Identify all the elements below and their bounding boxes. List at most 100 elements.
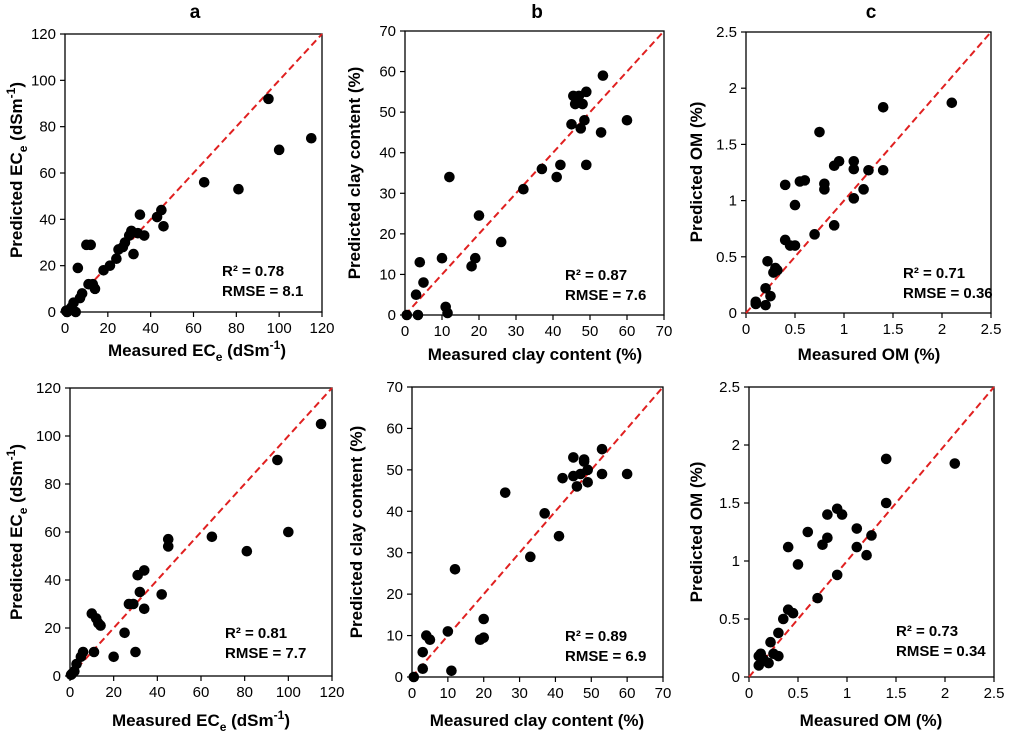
y-axis-label: Predicted ECe (dSm-1) [4,444,30,620]
data-point [822,532,833,544]
data-point [782,541,794,553]
data-point [162,541,174,552]
data-point [819,178,830,190]
r-squared-label: R² = 0.87 [565,267,627,284]
y-tick-label: 1.5 [716,136,737,153]
data-point [401,309,413,321]
data-point [789,199,801,211]
x-tick-label: 20 [99,320,116,337]
data-point [134,586,146,598]
data-point [568,452,579,463]
scatter-panel-ec-bottom: 0 20 40 60 80 100 120 0 20 40 60 80 100 120 R² = 0.81 R… [4,380,345,734]
data-point [596,443,608,455]
data-point [412,309,424,321]
data-point [536,163,548,175]
x-tick-label: 40 [547,685,564,702]
y-tick-label: 1 [732,553,740,570]
data-point [283,526,294,538]
y-tick-label: 30 [386,545,403,562]
x-tick-label: 30 [508,323,525,340]
x-tick-label: 100 [276,684,301,701]
y-tick-label: 20 [379,226,396,243]
y-tick-label: 40 [39,211,56,228]
rmse-label: RMSE = 0.34 [896,643,986,660]
data-point [95,620,106,631]
one-to-one-line [404,30,665,316]
x-tick-label: 0 [742,321,750,338]
x-tick-label: 70 [656,323,673,340]
data-point [70,306,82,318]
one-to-one-line [411,386,664,678]
data-point [134,209,146,220]
y-tick-label: 1.5 [719,495,740,512]
x-tick-label: 30 [511,685,528,702]
x-axis-label: Measured ECe (dSm-1) [112,708,290,734]
x-tick-label: 0 [745,685,753,702]
data-point [812,592,823,604]
data-point [596,468,608,480]
data-point [772,264,783,276]
data-point [822,509,833,520]
data-point [765,290,776,302]
x-tick-label: 40 [142,320,159,337]
data-point [773,627,784,639]
data-point [557,472,568,484]
one-to-one-line [745,31,992,314]
data-point [446,665,457,677]
data-point [158,220,169,232]
y-tick-label: 2 [732,437,740,454]
x-tick-label: 1 [843,685,851,702]
data-point [156,589,167,600]
y-tick-label: 0 [395,669,403,686]
y-axis-label: Predicted ECe (dSm-1) [4,82,30,258]
y-axis-label: Predicted clay content (%) [345,67,364,280]
one-to-one-line [69,387,333,677]
y-tick-label: 2.5 [716,24,737,41]
data-point [111,253,122,265]
y-tick-label: 120 [31,26,56,43]
rmse-label: RMSE = 7.6 [565,287,646,304]
data-point [621,114,633,126]
y-tick-label: 60 [379,64,396,81]
y-tick-label: 100 [31,72,56,89]
y-tick-label: 0 [53,668,61,685]
data-point [836,509,848,520]
data-point [582,464,593,476]
x-tick-label: 2.5 [984,685,1005,702]
data-point [499,487,511,498]
data-point [861,549,872,561]
data-point [575,123,587,134]
y-tick-label: 40 [386,503,403,520]
y-tick-label: 10 [386,628,403,645]
y-tick-label: 70 [379,23,396,40]
data-point [789,240,801,251]
data-point [581,86,592,98]
x-tick-label: 0 [401,323,409,340]
data-point [579,114,590,126]
data-point [470,252,481,264]
data-point [551,171,562,183]
y-tick-label: 30 [379,185,396,202]
x-tick-label: 60 [619,685,636,702]
x-tick-label: 0 [408,685,416,702]
data-point [130,646,141,658]
x-tick-label: 60 [185,320,202,337]
y-tick-label: 0 [732,669,740,686]
x-tick-label: 40 [149,684,166,701]
data-point [569,98,581,110]
data-point [851,541,863,553]
data-point [119,627,130,639]
y-tick-label: 60 [44,524,61,541]
x-tick-label: 120 [319,684,344,701]
x-axis-label: Measured OM (%) [800,711,943,730]
data-point [760,282,771,294]
data-point [410,289,422,301]
data-point [880,497,892,509]
y-tick-label: 20 [386,586,403,603]
scatter-panel-om-top: 0 0.5 1 1.5 2 2.5 0 0.5 1 1.5 2 2.5 R² = 0.71 RMSE = … [687,24,1001,364]
data-point [877,164,889,176]
data-point [414,256,426,268]
x-axis-label: Measured clay content (%) [428,345,642,364]
x-tick-label: 60 [619,323,636,340]
